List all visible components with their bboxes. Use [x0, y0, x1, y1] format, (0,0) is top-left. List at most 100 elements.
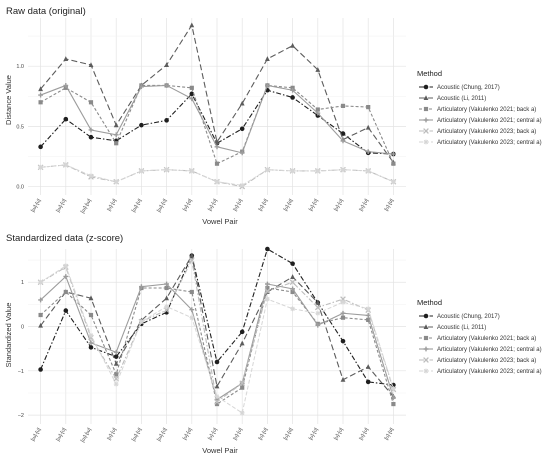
data-point [113, 381, 119, 387]
data-point [88, 134, 94, 140]
data-point [365, 379, 371, 385]
legend-label: Articulatory (Vakulenko 2023; back a) [437, 129, 536, 135]
y-ticks: 0.0 0.5 1.0 [16, 64, 24, 190]
data-point [113, 179, 119, 185]
data-point [391, 179, 396, 185]
data-point [139, 84, 144, 90]
legend-key-marker [423, 335, 429, 341]
data-point [240, 385, 245, 390]
data-point [214, 179, 220, 185]
x-tick-label: [ʊ]-[ɑ] [182, 426, 194, 441]
x-tick-label: [ʊ]-[ʊ] [358, 197, 370, 212]
data-point [340, 315, 346, 320]
legend-title: Method [417, 298, 442, 307]
data-point [366, 317, 371, 322]
data-point [188, 257, 195, 263]
x-ticks: [ɯ]-[u] [ɯ]-[ʊ] [ɯ]-[ɯ] [ʊ]-[ʊ] [ɯ]-[ʊ] [ɯ]-[… [30, 197, 395, 214]
data-point [315, 322, 321, 328]
x-tick-label: [ʊ]-[ɑ] [283, 426, 295, 441]
x-tick-label: [ʊ]-[ʊ] [308, 426, 320, 441]
legend-key-marker [423, 84, 429, 90]
data-point [38, 297, 43, 303]
x-tick-label: [ɯ]-[ɯ] [80, 197, 93, 214]
data-point [214, 383, 220, 389]
x-tick-label: [ʊ]-[ʊ] [257, 197, 269, 212]
data-point [340, 103, 346, 108]
data-point [139, 284, 144, 290]
data-point [365, 168, 371, 174]
x-tick-label: [ɯ]-[u] [30, 426, 43, 442]
data-point [264, 288, 271, 294]
data-point [214, 161, 220, 166]
y-tick-label: 0.0 [16, 185, 24, 191]
data-point [289, 279, 296, 286]
x-tick-label: [ʊ]-[ʊ] [308, 197, 320, 212]
series-4 [38, 83, 396, 157]
data-point [63, 263, 69, 269]
data-point [265, 246, 270, 252]
data-point [164, 167, 169, 173]
data-point [88, 312, 94, 318]
data-point [88, 173, 94, 179]
legend-key-marker [423, 117, 429, 123]
data-point [340, 299, 346, 305]
data-point [315, 168, 321, 174]
data-point [114, 372, 119, 377]
x-axis-label: Vowel Pair [202, 217, 238, 226]
legend-key-marker [423, 139, 429, 145]
data-point [214, 144, 220, 150]
data-point [239, 329, 245, 335]
legend-label: Acoustic (Chung, 2017) [437, 314, 500, 320]
x-tick-label: [ʊ]-[ɑ] [283, 197, 295, 212]
data-point [214, 401, 220, 407]
data-point [113, 349, 119, 355]
data-point [164, 83, 169, 88]
data-point [63, 85, 68, 90]
x-tick-label: [ɯ]-[ʊ] [131, 197, 144, 213]
data-point [340, 167, 346, 173]
data-point [63, 162, 69, 168]
data-point [88, 332, 94, 338]
data-point [38, 367, 43, 372]
data-point [315, 110, 321, 116]
x-ticks: [ɯ]-[u] [ɯ]-[ʊ] [ɯ]-[ɯ] [ʊ]-[ʊ] [ɯ]-[ʊ] [ɯ]-[… [30, 426, 395, 443]
data-point [214, 139, 220, 145]
legend-key-marker [423, 324, 429, 330]
data-point [365, 149, 371, 155]
data-point [214, 359, 220, 365]
x-tick-label: [ʊ]-[ɑ] [384, 426, 396, 441]
data-point [63, 308, 69, 313]
data-point [340, 138, 346, 144]
legend-key-marker [423, 346, 429, 352]
x-tick-label: [ʊ]-[ʊ] [333, 197, 345, 212]
legend-label: Articulatory (Vakulenko 2021; back a) [437, 107, 536, 113]
data-point [290, 274, 295, 279]
data-point [365, 306, 371, 312]
x-tick-label: [ʊ]-[ʊ] [106, 426, 118, 441]
data-point [265, 167, 270, 173]
legend-item: Articulatory (Vakulenko 2023; back a) [419, 128, 536, 135]
data-point [38, 164, 43, 170]
data-point [290, 289, 295, 295]
y-axis-label: Distance Value [4, 75, 13, 125]
data-point [164, 62, 169, 67]
legend-label: Acoustic (Chung, 2017) [437, 85, 500, 91]
data-point [113, 354, 119, 359]
legend-items: Acoustic (Chung, 2017) Acoustic (Li, 2011… [419, 313, 542, 375]
data-point [38, 322, 43, 328]
y-tick-label: −2 [18, 413, 24, 419]
data-point [88, 340, 94, 346]
legend-item: Acoustic (Li, 2011) [419, 95, 486, 102]
data-point [290, 95, 295, 100]
data-point [214, 398, 220, 405]
y-axis-label: Standardized Value [4, 303, 13, 368]
x-tick-label: [ʊ]-[ʊ] [232, 426, 244, 441]
data-point [315, 310, 321, 316]
x-tick-label: [ʊ]-[ʊ] [358, 426, 370, 441]
legend-label: Articulatory (Vakulenko 2023; central a) [437, 140, 542, 146]
data-point [139, 319, 144, 325]
data-point [239, 340, 245, 346]
data-point [189, 85, 194, 90]
data-point [113, 122, 119, 128]
data-point [290, 42, 295, 48]
